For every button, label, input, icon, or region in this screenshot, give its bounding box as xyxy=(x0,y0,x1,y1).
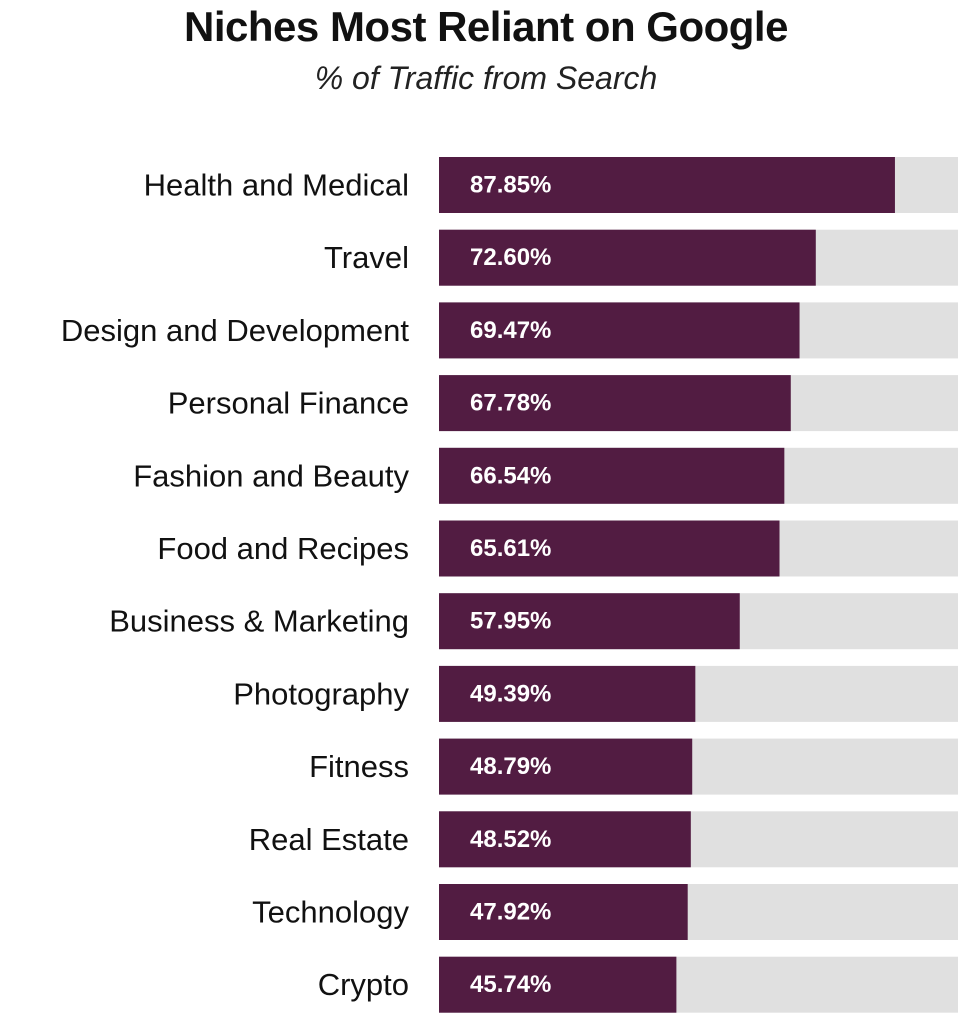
bar-fashion-and-beauty xyxy=(439,447,785,504)
bar-real-estate xyxy=(439,811,691,868)
category-label-travel: Travel xyxy=(324,240,409,275)
value-label-personal-finance: 67.78% xyxy=(470,390,551,417)
value-label-fashion-and-beauty: 66.54% xyxy=(470,462,551,489)
category-label-fitness: Fitness xyxy=(309,749,409,784)
category-label-design-and-development: Design and Development xyxy=(61,313,409,348)
category-label-technology: Technology xyxy=(252,895,409,930)
category-label-business-and-marketing: Business & Marketing xyxy=(109,604,409,639)
bar-fitness xyxy=(439,738,693,795)
category-label-fashion-and-beauty: Fashion and Beauty xyxy=(133,458,409,493)
value-label-crypto: 45.74% xyxy=(470,971,551,998)
value-label-technology: 47.92% xyxy=(470,899,551,926)
value-label-design-and-development: 69.47% xyxy=(470,317,551,344)
bar-photography xyxy=(439,665,696,722)
value-label-food-and-recipes: 65.61% xyxy=(470,535,551,562)
value-label-photography: 49.39% xyxy=(470,680,551,707)
category-label-photography: Photography xyxy=(233,676,409,711)
bar-travel xyxy=(439,229,816,286)
value-label-real-estate: 48.52% xyxy=(470,826,551,853)
category-label-food-and-recipes: Food and Recipes xyxy=(157,531,409,566)
value-label-fitness: 48.79% xyxy=(470,753,551,780)
category-label-health-and-medical: Health and Medical xyxy=(144,168,409,203)
category-label-real-estate: Real Estate xyxy=(249,822,409,857)
bar-business-and-marketing xyxy=(439,593,740,650)
bar-health-and-medical xyxy=(439,157,895,213)
bar-personal-finance xyxy=(439,375,791,432)
value-label-business-and-marketing: 57.95% xyxy=(470,608,551,635)
value-label-travel: 72.60% xyxy=(470,244,551,271)
category-label-crypto: Crypto xyxy=(318,967,409,1002)
bar-crypto xyxy=(439,956,677,1013)
value-label-health-and-medical: 87.85% xyxy=(470,172,551,199)
bar-food-and-recipes xyxy=(439,520,780,577)
category-label-personal-finance: Personal Finance xyxy=(168,386,409,421)
bar-design-and-development xyxy=(439,302,800,359)
chart-subtitle: % of Traffic from Search xyxy=(314,60,658,96)
chart-title: Niches Most Reliant on Google xyxy=(184,3,788,50)
bar-technology xyxy=(439,884,688,940)
